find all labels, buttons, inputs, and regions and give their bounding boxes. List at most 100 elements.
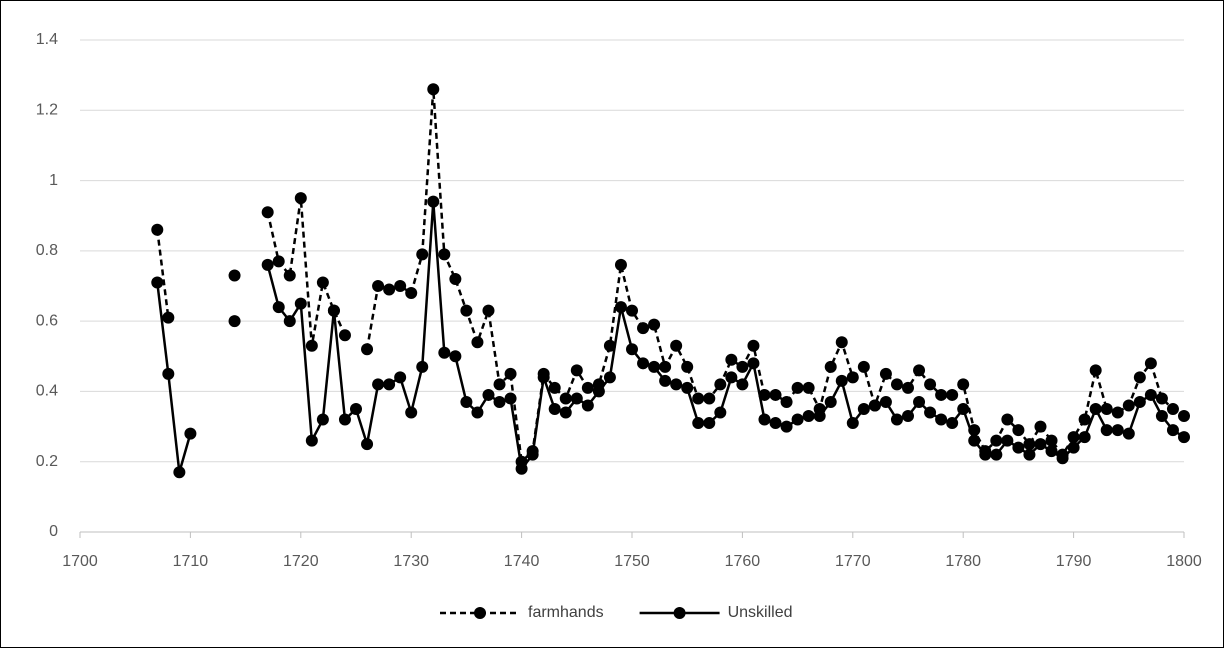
marker bbox=[769, 417, 782, 430]
marker bbox=[372, 378, 385, 391]
marker bbox=[1023, 448, 1036, 461]
marker bbox=[924, 406, 937, 419]
marker bbox=[548, 381, 561, 394]
y-tick-label: 1.2 bbox=[36, 102, 58, 119]
marker bbox=[681, 360, 694, 373]
marker bbox=[184, 427, 197, 440]
marker bbox=[846, 417, 859, 430]
marker bbox=[957, 403, 970, 415]
marker bbox=[626, 343, 638, 356]
marker bbox=[1122, 427, 1135, 440]
marker bbox=[283, 269, 296, 282]
marker bbox=[316, 413, 329, 426]
marker bbox=[482, 304, 495, 317]
marker bbox=[570, 364, 583, 377]
marker bbox=[581, 399, 594, 412]
marker bbox=[416, 360, 429, 373]
marker bbox=[1155, 392, 1168, 405]
marker bbox=[1001, 434, 1014, 447]
marker bbox=[338, 329, 351, 342]
marker bbox=[592, 385, 605, 398]
x-tick-label: 1760 bbox=[725, 553, 761, 570]
marker bbox=[802, 410, 815, 423]
x-tick-label: 1780 bbox=[945, 553, 981, 570]
marker bbox=[294, 297, 307, 310]
marker bbox=[902, 381, 914, 394]
marker bbox=[725, 353, 738, 366]
marker bbox=[659, 360, 672, 373]
marker bbox=[272, 301, 285, 314]
marker bbox=[1155, 410, 1168, 423]
marker bbox=[581, 381, 594, 394]
marker bbox=[383, 378, 396, 391]
marker bbox=[1144, 357, 1157, 370]
marker bbox=[603, 339, 616, 352]
marker bbox=[327, 304, 340, 317]
marker bbox=[659, 374, 672, 387]
marker bbox=[857, 360, 870, 373]
legend-marker bbox=[673, 607, 686, 619]
marker bbox=[747, 339, 760, 352]
marker bbox=[725, 371, 738, 384]
marker bbox=[294, 192, 307, 205]
y-tick-label: 0.2 bbox=[36, 453, 58, 470]
marker bbox=[316, 276, 329, 289]
marker bbox=[394, 280, 407, 292]
marker bbox=[559, 406, 572, 419]
marker bbox=[1166, 403, 1179, 415]
marker bbox=[405, 406, 418, 419]
marker bbox=[824, 360, 837, 373]
x-tick-label: 1750 bbox=[614, 553, 650, 570]
marker bbox=[261, 206, 274, 219]
marker bbox=[1133, 395, 1146, 408]
marker bbox=[559, 392, 572, 405]
marker bbox=[990, 448, 1003, 461]
y-tick-label: 1.4 bbox=[36, 31, 58, 48]
marker bbox=[493, 395, 506, 408]
marker bbox=[1001, 413, 1014, 426]
marker bbox=[791, 413, 804, 426]
marker bbox=[714, 378, 727, 391]
marker bbox=[405, 287, 418, 300]
marker bbox=[416, 248, 429, 261]
marker bbox=[603, 371, 616, 384]
marker bbox=[305, 339, 318, 352]
marker bbox=[670, 378, 683, 391]
marker bbox=[968, 434, 981, 447]
y-tick-label: 0.4 bbox=[36, 383, 58, 400]
marker bbox=[736, 378, 749, 391]
marker bbox=[449, 350, 462, 363]
x-tick-label: 1770 bbox=[835, 553, 871, 570]
marker bbox=[350, 403, 362, 415]
marker bbox=[703, 392, 716, 405]
marker bbox=[438, 248, 451, 261]
y-tick-label: 0 bbox=[49, 523, 58, 540]
marker bbox=[460, 304, 473, 317]
marker bbox=[1111, 406, 1124, 419]
x-tick-label: 1700 bbox=[62, 553, 98, 570]
marker bbox=[1067, 441, 1080, 454]
marker bbox=[504, 392, 517, 405]
marker bbox=[173, 466, 186, 479]
marker bbox=[913, 364, 926, 377]
marker bbox=[261, 258, 274, 271]
marker bbox=[692, 392, 705, 405]
marker bbox=[449, 272, 462, 285]
marker bbox=[791, 381, 804, 394]
marker bbox=[1023, 438, 1036, 451]
marker bbox=[151, 276, 164, 289]
marker bbox=[714, 406, 727, 419]
marker bbox=[692, 417, 705, 430]
x-tick-label: 1790 bbox=[1056, 553, 1092, 570]
marker bbox=[879, 395, 892, 408]
marker bbox=[681, 381, 694, 394]
marker bbox=[1078, 413, 1091, 426]
marker bbox=[548, 403, 561, 415]
marker bbox=[471, 336, 484, 349]
marker bbox=[228, 315, 241, 328]
marker bbox=[835, 336, 848, 349]
marker bbox=[879, 367, 892, 380]
